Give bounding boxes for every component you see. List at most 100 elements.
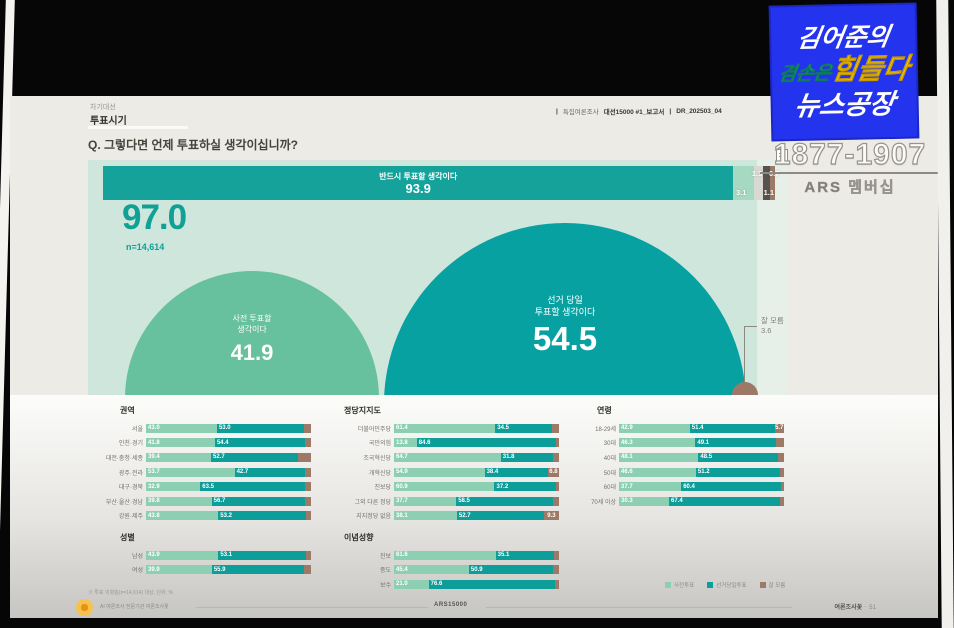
early-vote-value: 61.6 — [396, 552, 408, 559]
demo-row: 70세 이상 30.3 67.4 — [563, 494, 784, 509]
group-region: 권역 서울 43.0 53.0 인천·경기 41.8 54.4 대전·충청·세종 39.4 52.… — [90, 405, 311, 523]
day-vote-segment: 49.1 — [695, 438, 777, 448]
early-vote-segment: 39.8 — [146, 496, 212, 506]
demo-row-bar: 61.4 34.5 — [394, 423, 559, 433]
demo-row-label: 강원·제주 — [118, 514, 143, 521]
day-vote-value: 52.7 — [213, 454, 225, 461]
demo-row-label: 인천·경기 — [118, 441, 143, 448]
early-vote-swatch — [665, 582, 671, 588]
demo-row: 개혁신당 54.9 38.4 6.8 — [338, 465, 559, 480]
logo-line1: 김어준의 — [795, 22, 892, 54]
footer-divider-line — [486, 607, 792, 608]
demo-row: 60대 37.7 60.4 — [563, 479, 784, 494]
dk-value: 9.3 — [547, 512, 556, 519]
demo-row-bar: 30.3 67.4 — [619, 496, 784, 506]
demo-row: 보수 21.0 76.6 — [338, 577, 559, 592]
demo-row-bar: 37.7 58.5 — [394, 496, 559, 506]
sample-size: n=14,614 — [126, 242, 165, 252]
early-vote-segment: 43.9 — [146, 550, 219, 560]
demo-row-bar: 39.9 55.9 — [146, 565, 311, 575]
logo-line3: 뉴스공장 — [792, 88, 897, 122]
demo-row-bar: 46.3 49.1 — [619, 438, 784, 448]
day-vote-value: 48.5 — [700, 454, 713, 461]
early-vote-value: 46.6 — [621, 469, 633, 476]
demo-row: 18-29세 42.9 51.4 5.7 — [563, 421, 784, 436]
day-vote-segment: 53.0 — [216, 423, 305, 433]
dk-segment — [555, 579, 559, 589]
intent-bar-segment — [733, 166, 755, 200]
demo-row-label: 서울 — [131, 426, 143, 433]
day-vote-segment: 60.4 — [681, 482, 781, 492]
demo-row-bar: 43.8 53.2 — [146, 511, 311, 521]
group-title: 연령 — [597, 406, 612, 415]
demo-row-label: 대전·충청·세종 — [105, 455, 143, 462]
early-vote-segment: 30.3 — [619, 496, 669, 506]
day-vote-segment: 31.8 — [500, 452, 554, 462]
day-vote-value: 84.6 — [418, 439, 431, 446]
early-vote-segment: 43.8 — [146, 511, 219, 521]
early-vote-segment: 37.7 — [394, 496, 457, 506]
divider: | — [669, 107, 672, 115]
ars-membership-label: ARS 멤버십 — [804, 179, 896, 197]
day-vote-segment: 53.1 — [218, 550, 307, 560]
report-tag-survey: 특집여론조사 — [562, 109, 599, 116]
day-vote-segment: 84.6 — [416, 438, 557, 448]
report-tag-code: DR_202503_04 — [676, 107, 722, 115]
day-vote-value: 51.2 — [697, 469, 710, 476]
day-vote-value: 37.2 — [496, 483, 509, 490]
dk-callout: 잘 모름 3.6 — [761, 316, 784, 335]
day-vote-value: 76.6 — [430, 581, 443, 588]
demo-row: 여성 39.9 55.9 — [90, 563, 311, 578]
day-vote-segment: 37.2 — [494, 482, 556, 492]
day-vote-segment: 53.2 — [218, 511, 307, 521]
dk-segment: 6.8 — [547, 467, 559, 477]
demo-row-label: 중도 — [379, 568, 391, 575]
group-title: 정당지지도 — [344, 406, 381, 415]
demo-row-bar: 60.9 37.2 — [394, 482, 559, 492]
demo-row-bar: 43.0 53.0 — [146, 423, 311, 433]
day-vote-value: 54.4 — [216, 439, 229, 446]
day-vote-value: 49.1 — [697, 439, 710, 446]
demo-row-label: 40대 — [603, 455, 616, 462]
election-day-value: 54.5 — [532, 320, 598, 357]
dk-callout-line — [744, 326, 757, 327]
legend-item-early: 사전투표 — [665, 581, 694, 589]
day-vote-segment: 54.4 — [214, 438, 305, 448]
day-vote-segment: 38.4 — [484, 467, 548, 477]
early-vote-segment: 41.8 — [146, 438, 215, 448]
intent-bar-value: 93.9 — [405, 181, 431, 196]
day-vote-segment: 55.9 — [211, 565, 305, 575]
demo-row-label: 더불어민주당 — [357, 426, 391, 433]
early-vote-segment: 38.1 — [394, 511, 457, 521]
dk-segment — [556, 438, 559, 448]
early-vote-segment: 39.4 — [146, 452, 211, 462]
group-party: 정당지지도 더불어민주당 61.4 34.5 국민의힘 13.8 84.6 조국혁신당 64.7… — [338, 405, 559, 523]
early-vote-value: 38.1 — [396, 512, 408, 519]
demo-row-bar: 42.9 51.4 5.7 — [619, 423, 784, 433]
day-vote-value: 34.5 — [497, 425, 509, 432]
early-vote-value: 60.9 — [396, 483, 408, 490]
day-vote-segment: 50.9 — [468, 565, 553, 575]
day-vote-segment: 76.6 — [428, 579, 556, 589]
day-vote-value: 67.4 — [670, 498, 683, 505]
day-vote-swatch — [707, 582, 714, 588]
demo-row-label: 70세 이상 — [591, 499, 616, 506]
dk-callout-line — [744, 326, 745, 382]
dk-segment — [778, 452, 784, 462]
day-vote-segment: 67.4 — [668, 496, 781, 506]
demo-row: 40대 48.1 48.5 — [563, 450, 784, 465]
demo-row: 부산·울산·경남 39.8 56.7 — [90, 494, 311, 509]
early-vote-segment: 60.9 — [394, 482, 495, 492]
group-title: 이념성향 — [344, 533, 374, 542]
title-underline — [88, 126, 188, 129]
demo-row: 남성 43.9 53.1 — [90, 548, 311, 563]
dk-segment — [305, 496, 311, 506]
demo-row-label: 그외 다른 정당 — [354, 499, 391, 506]
demo-row-bar: 32.9 63.5 — [146, 482, 311, 492]
day-vote-value: 42.7 — [236, 469, 249, 476]
dk-value: 5.7 — [775, 425, 784, 432]
day-vote-value: 50.9 — [470, 566, 483, 573]
demo-row-bar: 38.1 52.7 9.3 — [394, 511, 559, 521]
day-vote-segment: 35.1 — [495, 550, 554, 560]
